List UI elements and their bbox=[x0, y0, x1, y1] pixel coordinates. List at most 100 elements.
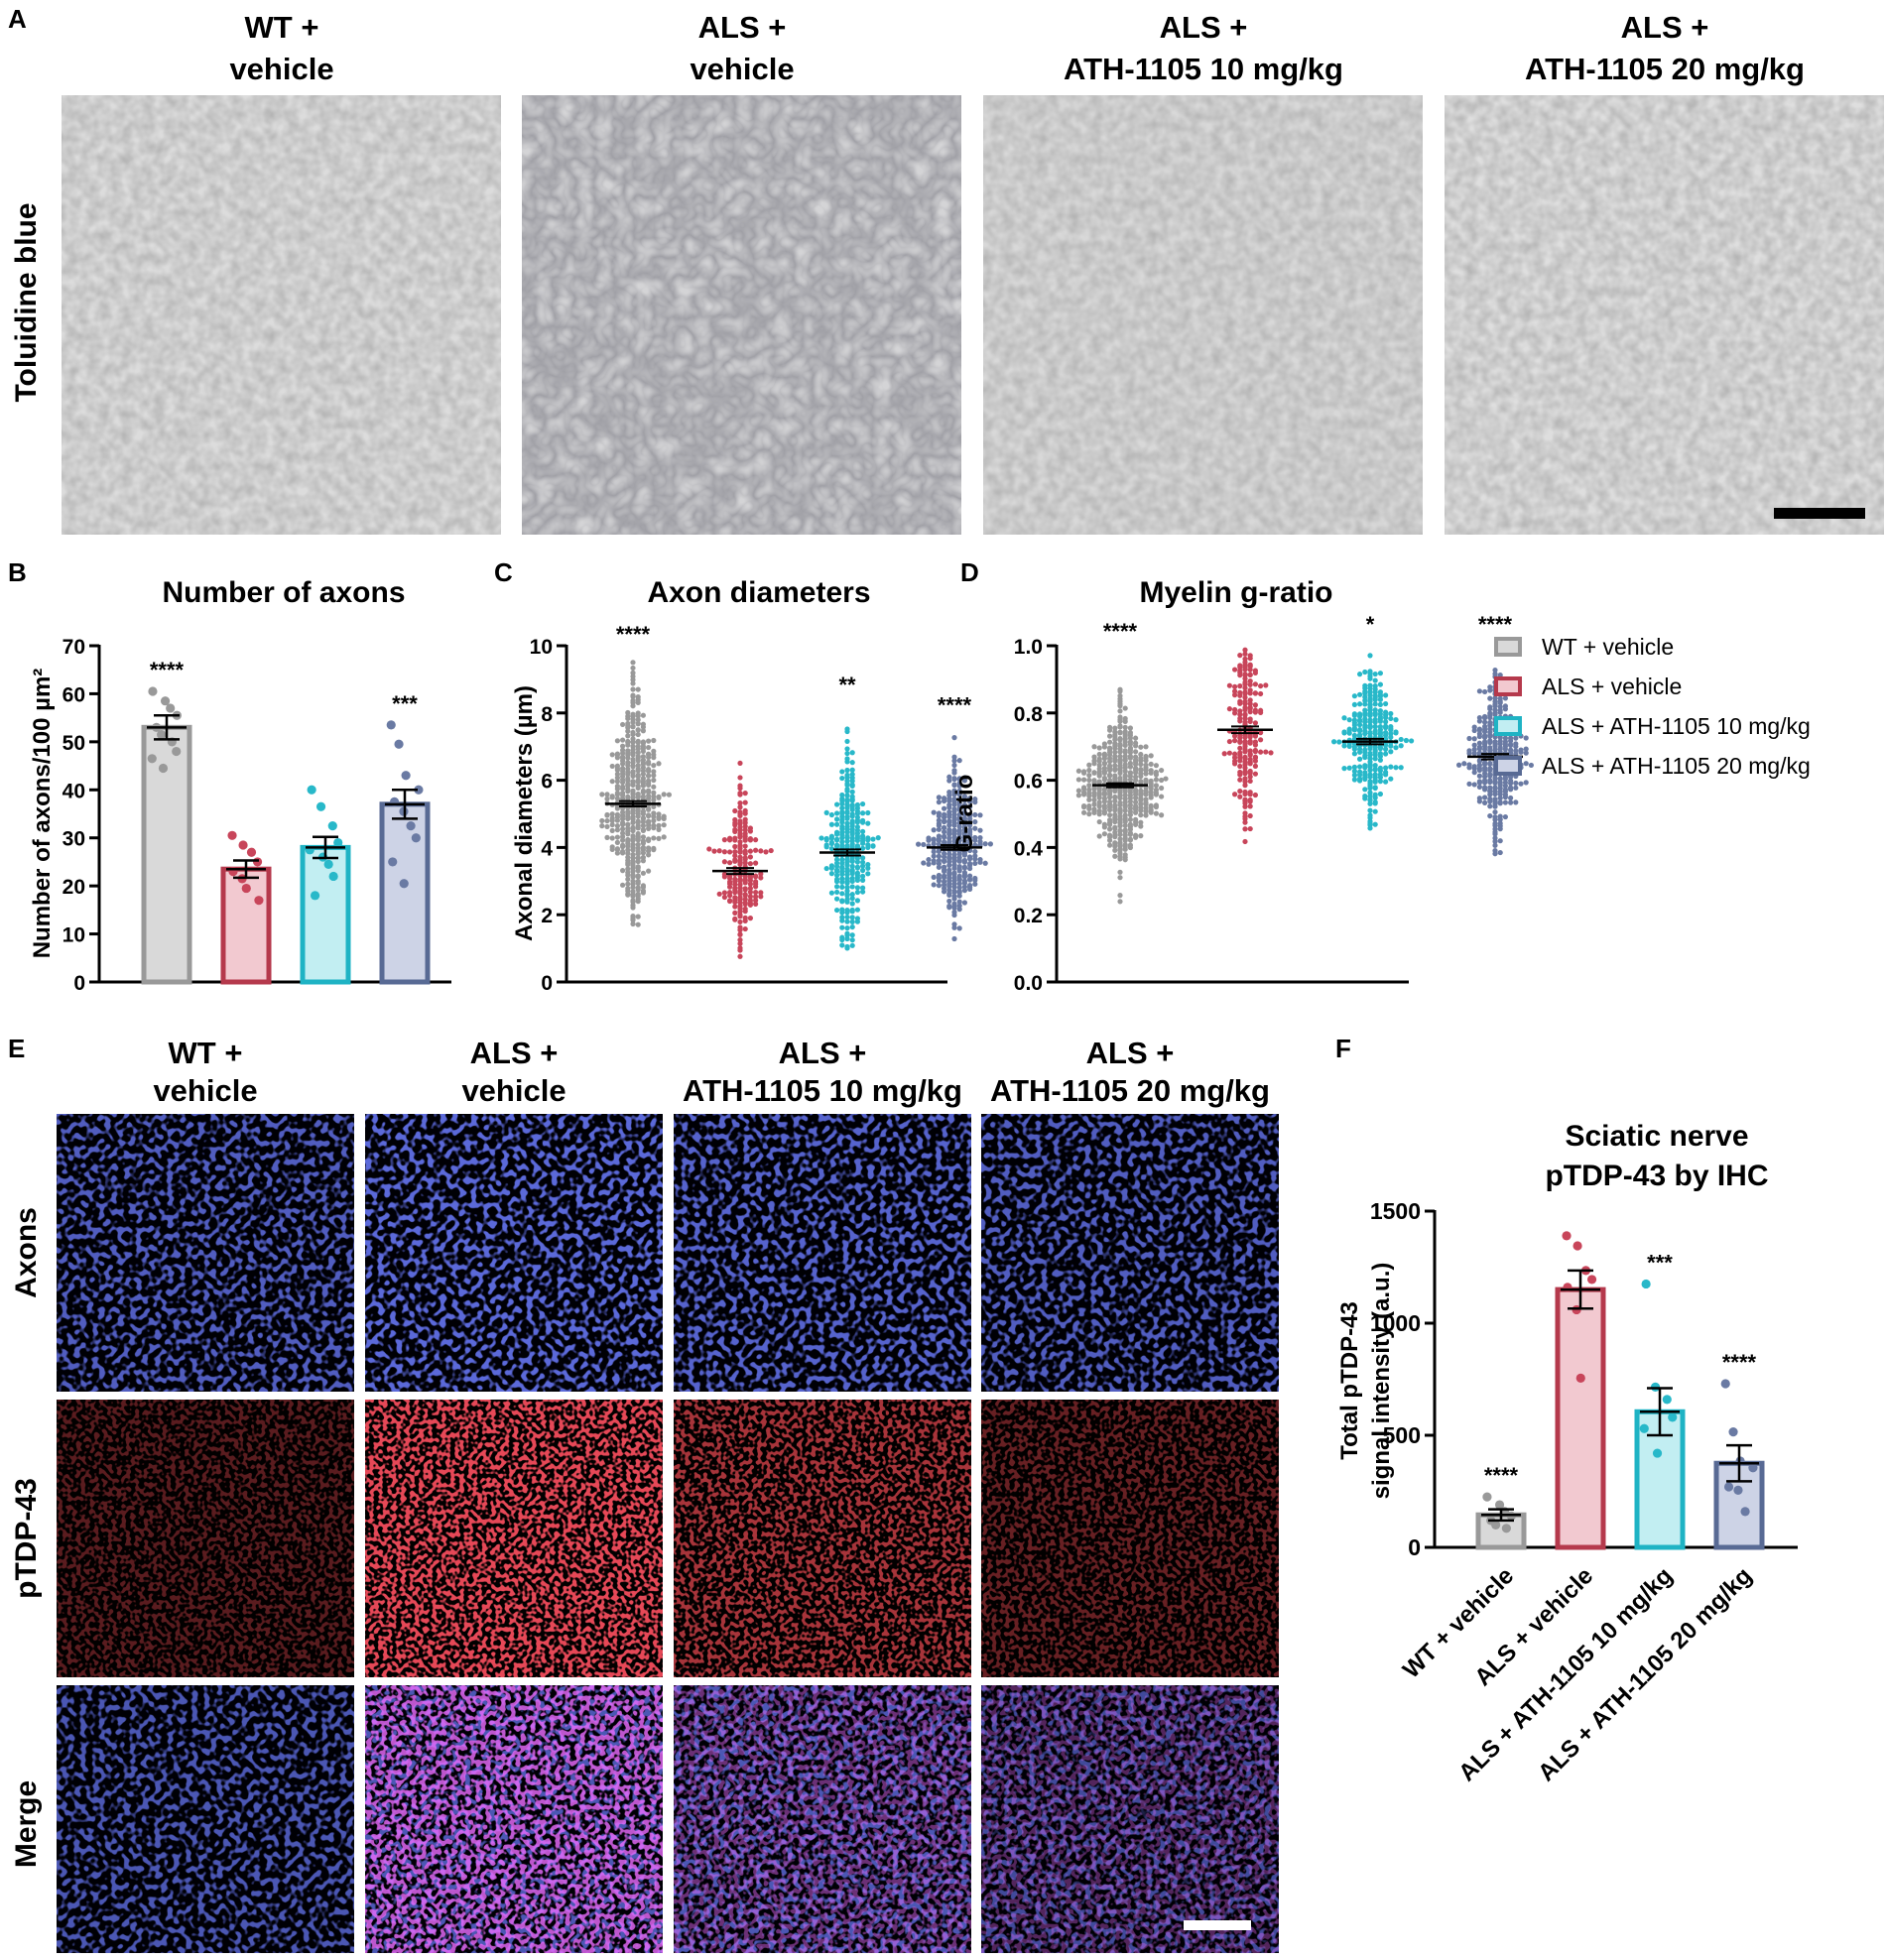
data-point bbox=[1377, 757, 1383, 763]
data-point bbox=[946, 883, 952, 890]
data-point bbox=[1112, 736, 1118, 743]
data-point bbox=[1226, 682, 1232, 688]
data-point bbox=[1133, 765, 1139, 772]
data-point bbox=[1357, 672, 1363, 677]
data-point bbox=[1497, 735, 1503, 741]
data-point bbox=[1127, 725, 1133, 731]
data-point bbox=[620, 882, 626, 888]
data-point bbox=[1476, 688, 1482, 694]
y-tick-label: 4 bbox=[541, 837, 553, 860]
data-point bbox=[1247, 740, 1253, 746]
data-point bbox=[747, 916, 754, 921]
fluor-ptdp43-als bbox=[365, 1400, 663, 1677]
data-point bbox=[1242, 707, 1248, 713]
data-point bbox=[834, 829, 840, 835]
data-point bbox=[956, 796, 962, 802]
data-point bbox=[946, 905, 952, 911]
data-point bbox=[630, 878, 636, 884]
data-point bbox=[1502, 780, 1508, 786]
data-point bbox=[1086, 811, 1092, 817]
data-point bbox=[951, 855, 957, 861]
data-point bbox=[1117, 893, 1123, 899]
data-point bbox=[148, 686, 158, 696]
data-point bbox=[1372, 767, 1378, 773]
data-point bbox=[1138, 819, 1144, 825]
data-point bbox=[599, 817, 605, 824]
data-point bbox=[640, 808, 647, 814]
data-point bbox=[1237, 711, 1243, 717]
data-point bbox=[747, 848, 754, 854]
data-point bbox=[614, 771, 621, 778]
data-point bbox=[1351, 701, 1357, 708]
y-tick-label: 1500 bbox=[1370, 1198, 1421, 1224]
data-point bbox=[1492, 747, 1498, 753]
data-point bbox=[956, 820, 962, 826]
data-point bbox=[1409, 738, 1415, 744]
data-point bbox=[1148, 768, 1154, 774]
data-point bbox=[844, 930, 850, 936]
data-point bbox=[651, 763, 657, 769]
data-point bbox=[651, 773, 657, 779]
data-point bbox=[1127, 826, 1133, 832]
data-point bbox=[386, 720, 396, 730]
data-point bbox=[839, 792, 845, 798]
data-point bbox=[839, 839, 845, 845]
panel-a-title-3-line2: ATH-1105 10 mg/kg bbox=[1064, 52, 1343, 86]
data-point bbox=[1252, 690, 1258, 696]
data-point bbox=[956, 857, 962, 864]
data-point bbox=[839, 813, 845, 819]
data-point bbox=[849, 782, 855, 788]
chart-title-line1: Sciatic nerve bbox=[1565, 1120, 1748, 1153]
data-point bbox=[844, 772, 850, 779]
data-point bbox=[834, 907, 840, 914]
data-point bbox=[1652, 1448, 1663, 1458]
data-point bbox=[747, 889, 754, 895]
data-point bbox=[956, 816, 962, 822]
data-point bbox=[1117, 723, 1123, 729]
data-point bbox=[1377, 791, 1383, 797]
y-tick-label: 8 bbox=[541, 703, 553, 726]
panel-a-title-1-line1: WT + bbox=[245, 10, 319, 45]
data-point bbox=[238, 840, 248, 850]
data-point bbox=[1117, 770, 1123, 777]
data-point bbox=[823, 844, 829, 850]
data-point bbox=[961, 809, 968, 815]
data-point bbox=[635, 766, 641, 772]
data-point bbox=[620, 780, 626, 786]
data-point bbox=[1247, 681, 1253, 687]
data-point bbox=[834, 860, 840, 866]
data-point bbox=[844, 804, 850, 810]
data-point bbox=[1513, 748, 1519, 754]
data-point bbox=[315, 801, 326, 811]
data-point bbox=[1258, 737, 1264, 743]
data-point bbox=[1138, 797, 1144, 803]
data-point bbox=[646, 773, 652, 779]
data-point bbox=[1101, 808, 1107, 814]
data-point bbox=[1242, 662, 1248, 669]
data-point bbox=[977, 827, 983, 833]
data-point bbox=[946, 878, 952, 884]
data-point bbox=[620, 747, 626, 753]
data-point bbox=[1117, 753, 1123, 760]
data-point bbox=[727, 898, 733, 904]
data-point bbox=[839, 924, 845, 930]
data-point bbox=[1383, 723, 1389, 729]
y-tick-label: 0 bbox=[73, 972, 85, 995]
data-point bbox=[635, 855, 641, 861]
data-point bbox=[737, 947, 743, 953]
data-point bbox=[961, 775, 968, 781]
micrograph-wt-vehicle bbox=[62, 95, 501, 535]
data-point bbox=[849, 923, 855, 930]
legend: WT + vehicle ALS + vehicle ALS + ATH-1105 … bbox=[1494, 634, 1811, 779]
data-point bbox=[1107, 812, 1113, 818]
data-point bbox=[839, 809, 845, 815]
data-point bbox=[630, 827, 636, 834]
data-point bbox=[1096, 799, 1102, 805]
data-point bbox=[1086, 767, 1092, 774]
data-point bbox=[946, 887, 952, 893]
data-point bbox=[1346, 765, 1352, 771]
data-point bbox=[942, 879, 947, 885]
data-point bbox=[1232, 688, 1238, 694]
data-point bbox=[1492, 842, 1498, 848]
